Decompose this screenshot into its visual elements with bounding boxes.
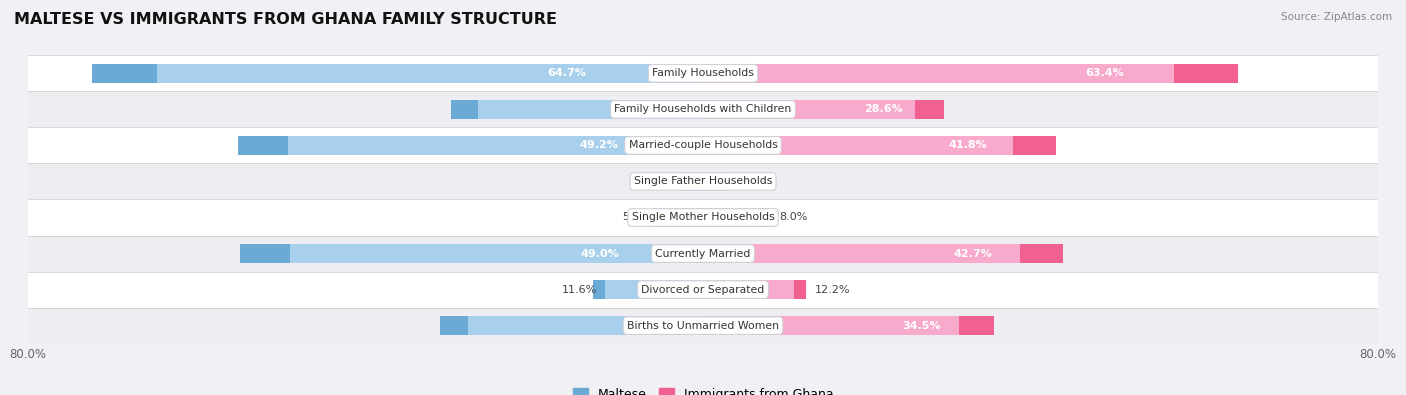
Text: 5.2%: 5.2%	[623, 213, 651, 222]
Bar	[468, 316, 703, 335]
Bar	[478, 100, 703, 119]
Text: MALTESE VS IMMIGRANTS FROM GHANA FAMILY STRUCTURE: MALTESE VS IMMIGRANTS FROM GHANA FAMILY …	[14, 12, 557, 27]
Text: 26.7%: 26.7%	[627, 104, 666, 115]
Text: 64.7%: 64.7%	[547, 68, 586, 78]
Text: Single Mother Households: Single Mother Households	[631, 213, 775, 222]
Bar	[1174, 64, 1237, 83]
Bar	[11, 128, 1395, 164]
Bar	[703, 316, 994, 335]
Text: Divorced or Separated: Divorced or Separated	[641, 284, 765, 295]
Text: 42.7%: 42.7%	[953, 248, 993, 259]
Text: 34.5%: 34.5%	[903, 321, 941, 331]
Bar	[11, 91, 1395, 128]
Bar	[703, 172, 723, 191]
Text: 28.6%: 28.6%	[865, 104, 903, 115]
Bar	[915, 100, 945, 119]
Bar	[703, 136, 1056, 155]
Text: 49.2%: 49.2%	[579, 140, 619, 150]
Bar	[91, 64, 157, 83]
Bar	[605, 280, 703, 299]
Bar	[240, 244, 290, 263]
Text: Married-couple Households: Married-couple Households	[628, 140, 778, 150]
Bar	[451, 100, 478, 119]
Bar	[685, 172, 686, 191]
Bar	[703, 64, 1237, 83]
Bar	[659, 208, 703, 227]
Bar	[721, 172, 723, 191]
Bar	[440, 316, 468, 335]
Text: 11.6%: 11.6%	[561, 284, 596, 295]
Text: 8.0%: 8.0%	[779, 213, 807, 222]
Bar	[11, 235, 1395, 272]
Text: Single Father Households: Single Father Households	[634, 177, 772, 186]
Bar	[11, 272, 1395, 308]
Bar	[1014, 136, 1056, 155]
Text: 49.0%: 49.0%	[581, 248, 619, 259]
Legend: Maltese, Immigrants from Ghana: Maltese, Immigrants from Ghana	[572, 388, 834, 395]
Text: Source: ZipAtlas.com: Source: ZipAtlas.com	[1281, 12, 1392, 22]
Bar	[686, 172, 703, 191]
Bar	[11, 308, 1395, 344]
Text: 27.8%: 27.8%	[626, 321, 664, 331]
Bar	[593, 280, 605, 299]
Text: 12.2%: 12.2%	[814, 284, 849, 295]
Bar	[11, 164, 1395, 199]
Text: Family Households with Children: Family Households with Children	[614, 104, 792, 115]
Bar	[703, 208, 770, 227]
Bar	[959, 316, 994, 335]
Text: 2.0%: 2.0%	[650, 177, 678, 186]
Text: Currently Married: Currently Married	[655, 248, 751, 259]
Bar	[762, 208, 770, 227]
Text: Family Households: Family Households	[652, 68, 754, 78]
Bar	[11, 55, 1395, 91]
Bar	[157, 64, 703, 83]
Bar	[288, 136, 703, 155]
Bar	[11, 199, 1395, 235]
Text: Births to Unmarried Women: Births to Unmarried Women	[627, 321, 779, 331]
Bar	[703, 100, 945, 119]
Bar	[703, 244, 1063, 263]
Text: 2.4%: 2.4%	[731, 177, 761, 186]
Text: 41.8%: 41.8%	[948, 140, 987, 150]
Bar	[1019, 244, 1063, 263]
Bar	[654, 208, 659, 227]
Bar	[703, 280, 806, 299]
Bar	[793, 280, 806, 299]
Bar	[290, 244, 703, 263]
Text: 63.4%: 63.4%	[1085, 68, 1123, 78]
Bar	[238, 136, 288, 155]
